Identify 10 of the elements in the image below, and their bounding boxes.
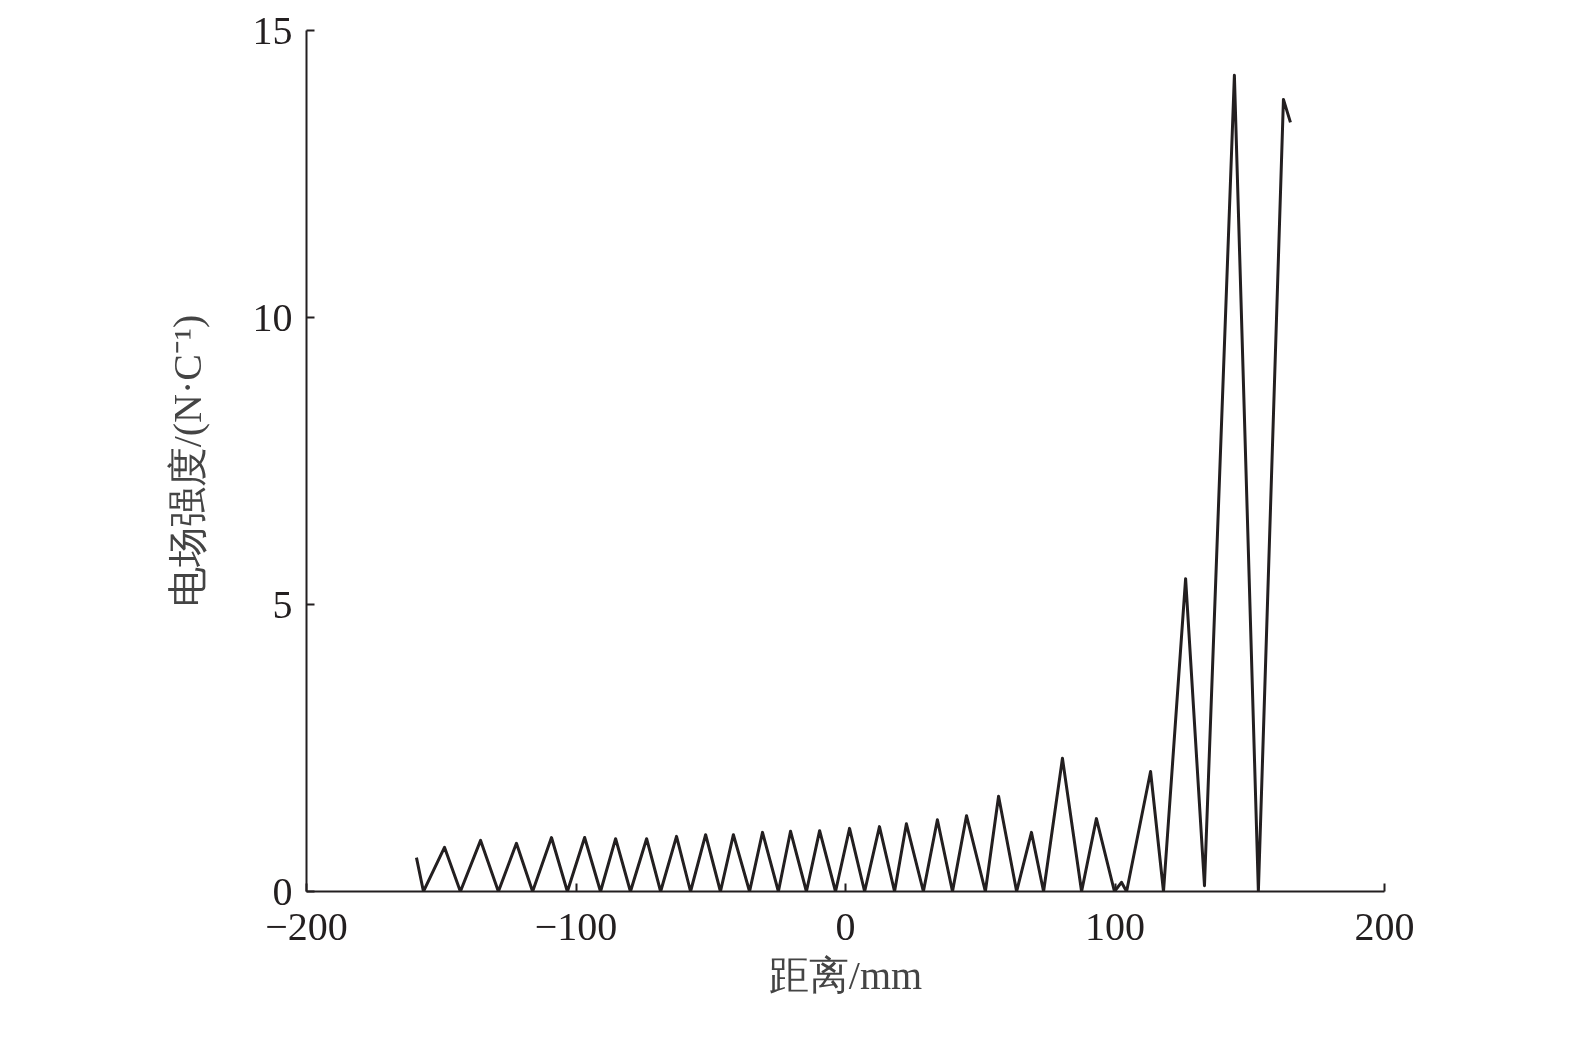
- y-tick-label: 5: [272, 581, 293, 627]
- y-tick-label: 15: [252, 7, 293, 53]
- x-tick-label: 0: [835, 903, 856, 949]
- x-axis-title: 距离/mm: [768, 952, 923, 998]
- y-tick-label: 10: [252, 294, 293, 340]
- x-tick-label: 100: [1085, 903, 1145, 949]
- y-tick-label: 0: [272, 868, 293, 914]
- x-tick-label: 200: [1354, 903, 1415, 949]
- x-tick-label: −100: [534, 903, 618, 949]
- y-axis-title: 电场强度/(N·C⁻¹): [164, 314, 210, 608]
